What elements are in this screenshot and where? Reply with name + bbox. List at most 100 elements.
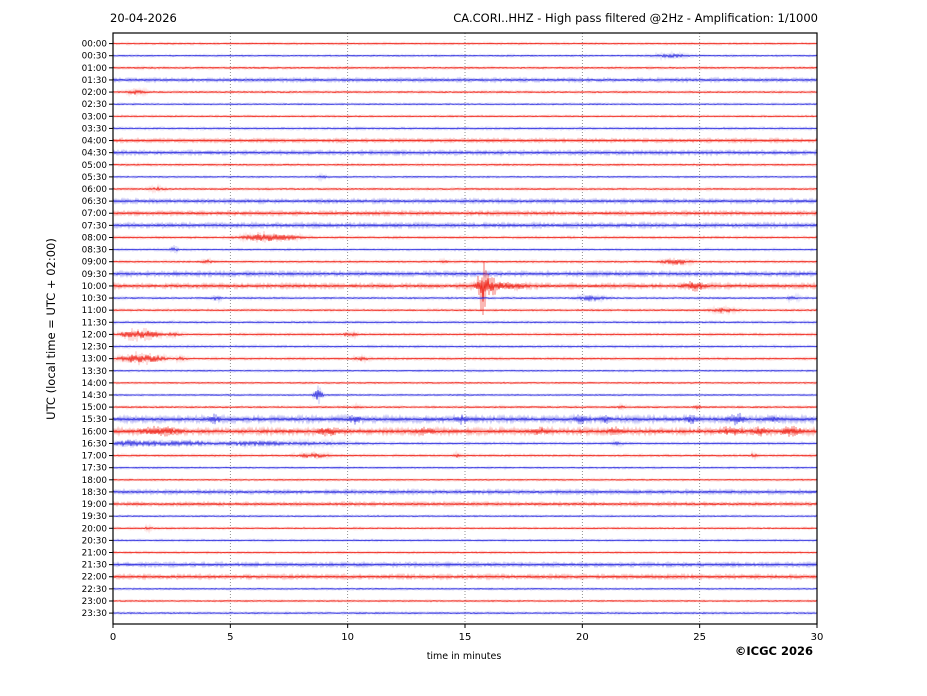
y-tick-label: 23:00: [82, 597, 108, 607]
trace-04:00: [112, 139, 818, 142]
y-tick-label: 06:00: [82, 185, 108, 195]
traces: [112, 40, 818, 617]
trace-17:00: [112, 452, 818, 459]
trace-01:00: [112, 66, 818, 70]
y-tick-label: 03:30: [82, 124, 108, 134]
trace-19:30: [112, 515, 818, 518]
trace-04:30: [112, 151, 818, 155]
y-tick-label: 18:30: [82, 488, 108, 498]
trace-09:00: [112, 259, 818, 266]
x-tick-label: 30: [811, 632, 824, 643]
y-tick-label: 07:30: [82, 221, 108, 231]
y-tick-label: 20:00: [82, 524, 108, 534]
y-tick-label: 11:30: [82, 318, 108, 328]
y-tick-label: 08:30: [82, 246, 108, 256]
trace-20:30: [112, 539, 818, 542]
y-tick-label: 13:00: [82, 355, 108, 365]
y-tick-label: 15:00: [82, 403, 108, 413]
y-tick-label: 04:00: [82, 137, 108, 147]
y-tick-label: 09:30: [82, 270, 108, 280]
y-tick-label: 07:00: [82, 209, 108, 219]
trace-15:30: [112, 415, 818, 424]
trace-13:00: [112, 354, 818, 363]
trace-01:30: [112, 78, 818, 82]
trace-12:00: [112, 330, 818, 338]
y-tick-label: 16:00: [82, 427, 108, 437]
trace-18:00: [112, 478, 818, 481]
y-tick-label: 21:00: [82, 549, 108, 559]
y-tick-label: 19:30: [82, 512, 108, 522]
trace-14:00: [112, 381, 818, 384]
y-tick-label: 03:00: [82, 112, 108, 122]
y-tick-label: 15:30: [82, 415, 108, 425]
trace-10:00: [112, 278, 818, 302]
y-tick-label: 22:30: [82, 585, 108, 595]
y-tick-label: 02:30: [82, 100, 108, 110]
x-tick-label: 15: [459, 632, 472, 643]
trace-00:30: [112, 53, 818, 59]
y-tick-label: 17:30: [82, 464, 108, 474]
y-tick-label: 02:00: [82, 88, 108, 98]
date-label: 20-04-2026: [110, 11, 177, 25]
trace-22:30: [112, 587, 818, 590]
trace-10:30: [112, 294, 818, 302]
trace-16:30: [112, 439, 818, 448]
trace-09:30: [112, 272, 818, 276]
trace-12:30: [112, 345, 818, 348]
trace-14:30: [112, 390, 818, 400]
trace-16:00: [112, 427, 818, 436]
trace-21:30: [112, 563, 818, 567]
y-tick-label: 18:00: [82, 476, 108, 486]
y-tick-label: 01:00: [82, 64, 108, 74]
x-tick-label: 25: [693, 632, 706, 643]
trace-11:30: [112, 321, 818, 324]
trace-18:30: [112, 490, 818, 494]
trace-17:30: [112, 466, 818, 469]
y-tick-label: 22:00: [82, 573, 108, 583]
trace-15:00: [112, 404, 818, 410]
trace-13:30: [112, 369, 818, 372]
y-tick-label: 08:00: [82, 233, 108, 243]
y-tick-label: 19:00: [82, 500, 108, 510]
x-axis-label: time in minutes: [426, 651, 502, 662]
y-tick-label: 10:00: [82, 282, 108, 292]
trace-20:00: [112, 526, 818, 530]
trace-23:30: [112, 611, 818, 615]
y-tick-label: 06:30: [82, 197, 108, 207]
trace-02:00: [112, 89, 818, 96]
trace-11:00: [112, 307, 818, 314]
trace-22:00: [112, 575, 818, 579]
x-tick-label: 20: [576, 632, 589, 643]
trace-05:00: [112, 163, 818, 166]
plot-frame: [112, 32, 818, 625]
y-tick-label: 21:30: [82, 561, 108, 571]
y-tick-label: 20:30: [82, 536, 108, 546]
y-tick-label: 00:00: [82, 40, 108, 50]
trace-19:00: [112, 502, 818, 506]
y-tick-label: 00:30: [82, 52, 108, 62]
y-tick-label: 11:00: [82, 306, 108, 316]
page-title: CA.CORI..HHZ - High pass filtered @2Hz -…: [453, 11, 818, 25]
trace-00:00: [112, 42, 818, 45]
y-tick-label: 05:00: [82, 161, 108, 171]
y-tick-label: 23:30: [82, 609, 108, 619]
trace-08:00: [112, 233, 818, 242]
x-tick-label: 10: [341, 632, 354, 643]
x-tick-label: 5: [227, 632, 233, 643]
trace-06:30: [112, 199, 818, 203]
trace-06:00: [112, 186, 818, 191]
y-tick-label: 13:30: [82, 367, 108, 377]
trace-08:30: [112, 247, 818, 252]
trace-21:00: [112, 551, 818, 554]
trace-02:30: [112, 103, 818, 106]
y-tick-label: 09:00: [82, 258, 108, 268]
gridlines: [229, 33, 701, 624]
x-tick-label: 0: [110, 632, 116, 643]
y-axis-ticks: 00:00 00:30 01:00 01:30 02:00 02:30 03:00 03:30…: [82, 40, 113, 619]
y-tick-label: 16:30: [82, 439, 108, 449]
trace-07:30: [112, 223, 818, 228]
trace-03:30: [112, 127, 818, 130]
y-tick-label: 01:30: [82, 76, 108, 86]
